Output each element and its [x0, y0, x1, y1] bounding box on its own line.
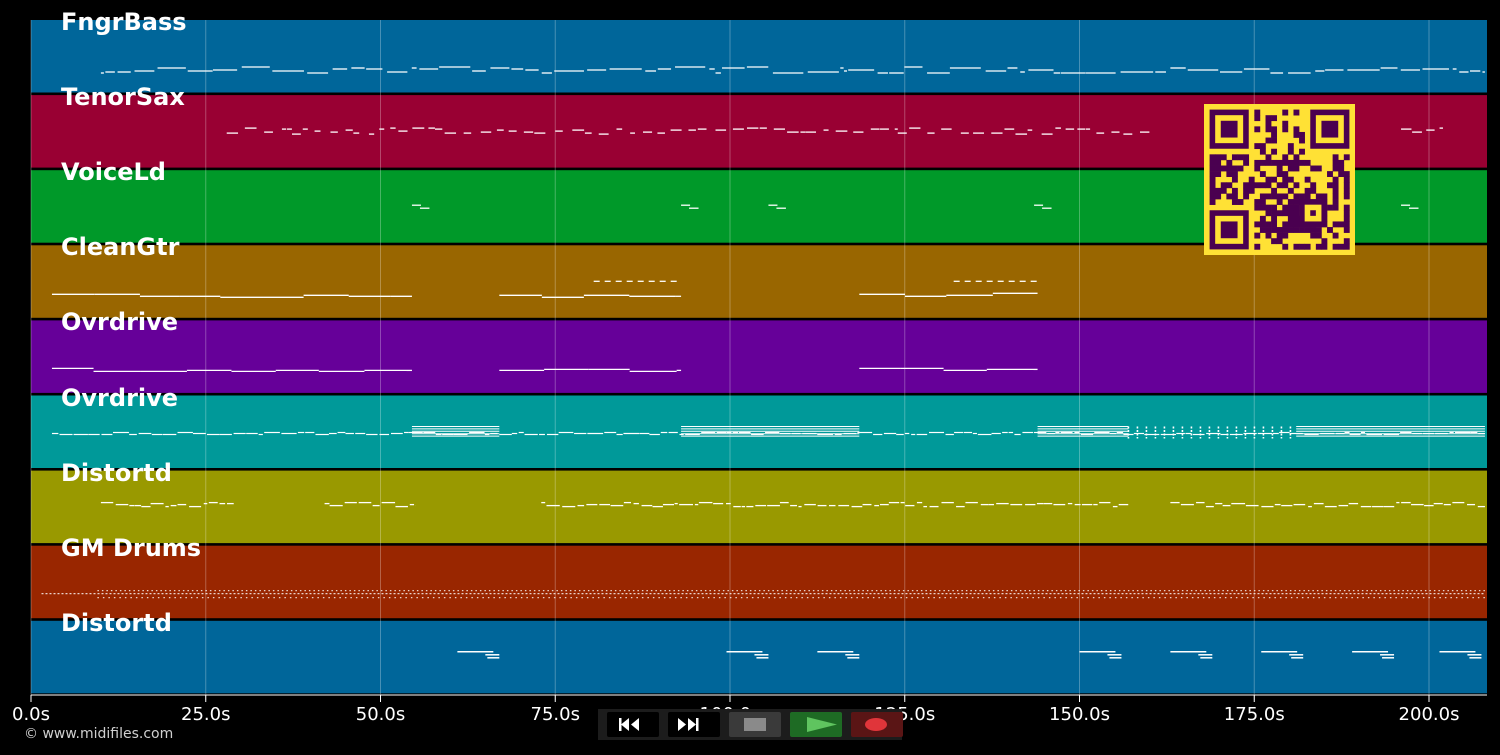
- track-name-label: GM Drums: [61, 533, 202, 562]
- time-tick-label: 200.0s: [1398, 704, 1460, 725]
- record-icon: [865, 718, 887, 731]
- qr-code-icon: [1204, 104, 1355, 255]
- track-notes: [41, 590, 1485, 599]
- stop-button[interactable]: [729, 712, 781, 737]
- play-button[interactable]: [790, 712, 842, 737]
- track-lane: [31, 470, 1487, 544]
- rewind-button[interactable]: [607, 712, 659, 737]
- track-lane: [31, 245, 1487, 318]
- record-button[interactable]: [851, 712, 903, 737]
- track-name-label: Distortd: [61, 458, 172, 487]
- track-lane: [31, 20, 1487, 93]
- track-notes: [226, 127, 1443, 135]
- time-tick-label: 0.0s: [11, 704, 51, 725]
- track-name-label: FngrBass: [61, 8, 187, 36]
- track-name-label: CleanGtr: [61, 233, 180, 262]
- track-notes: [457, 651, 1482, 659]
- track-lane: [31, 545, 1487, 619]
- time-tick-label: 150.0s: [1049, 704, 1110, 725]
- track-name-label: Ovrdrive: [61, 383, 179, 412]
- track-lane: [31, 320, 1487, 393]
- track-notes: [100, 66, 1485, 74]
- time-tick-label: 50.0s: [355, 704, 406, 725]
- fast-forward-button[interactable]: [668, 712, 720, 737]
- time-tick-label: 25.0s: [181, 704, 231, 725]
- track-name-label: Distortd: [61, 608, 172, 637]
- track-name-label: TenorSax: [61, 83, 185, 112]
- track-notes: [100, 501, 1485, 508]
- time-tick-label: 175.0s: [1223, 704, 1285, 725]
- track-name-label: VoiceLd: [61, 158, 166, 187]
- track-notes: [51, 367, 1038, 373]
- fast-forward-icon: [678, 718, 699, 731]
- track-notes: [51, 426, 1485, 439]
- track-notes: [411, 204, 1419, 209]
- track-notes: [51, 280, 1038, 298]
- transport-controls: [598, 709, 903, 740]
- track-name-label: Ovrdrive: [61, 308, 179, 337]
- stop-icon: [744, 718, 766, 731]
- rewind-icon: [619, 718, 639, 731]
- copyright-notice: © www.midifiles.com: [24, 726, 174, 742]
- play-icon: [807, 717, 837, 732]
- time-tick-label: 75.0s: [530, 704, 580, 725]
